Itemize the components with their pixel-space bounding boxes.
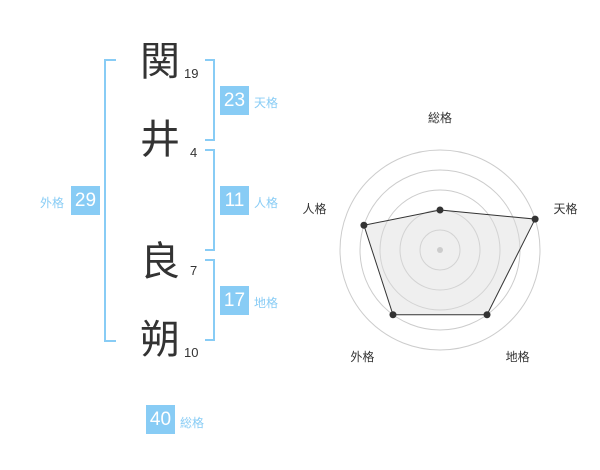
radar-axis-label: 天格 [554, 201, 578, 216]
radar-axis-label: 人格 [302, 201, 326, 216]
stroke-count-1: 19 [184, 66, 199, 81]
name-char-2: 井 [140, 117, 180, 163]
radar-point [483, 311, 491, 319]
stroke-count-3: 7 [190, 263, 198, 278]
tenkaku-value: 23 [220, 86, 249, 115]
radar-axis-label: 外格 [350, 349, 374, 364]
name-char-1: 関 [140, 39, 180, 85]
tenkaku-bracket [205, 59, 215, 141]
radar-area [363, 209, 536, 316]
radar-ring [379, 189, 501, 311]
stroke-count-2: 4 [190, 145, 198, 160]
radar-point [436, 206, 444, 214]
chikaku-bracket [205, 259, 215, 341]
radar-point [531, 215, 539, 223]
radar-point [389, 311, 397, 319]
chikaku-value: 17 [220, 286, 249, 315]
stroke-count-4: 10 [184, 345, 199, 360]
radar-axis-label: 地格 [506, 349, 530, 364]
jinkaku-value: 11 [220, 186, 249, 215]
radar-ring [339, 149, 541, 351]
gaikaku-bracket [104, 59, 116, 342]
soukaku-label: 総格 [180, 416, 205, 430]
chikaku-label: 地格 [254, 296, 279, 310]
radar-ring [419, 229, 461, 271]
gaikaku-label: 外格 [40, 196, 65, 210]
gaikaku-value: 29 [71, 186, 100, 215]
soukaku-value: 40 [146, 405, 175, 434]
radar-point [360, 221, 368, 229]
jinkaku-label: 人格 [254, 196, 279, 210]
name-char-3: 良 [140, 239, 180, 285]
radar-axis-label: 総格 [428, 110, 452, 125]
radar-center [437, 247, 443, 253]
name-char-4: 朔 [140, 317, 180, 363]
tenkaku-label: 天格 [254, 96, 279, 110]
jinkaku-bracket [205, 149, 215, 251]
